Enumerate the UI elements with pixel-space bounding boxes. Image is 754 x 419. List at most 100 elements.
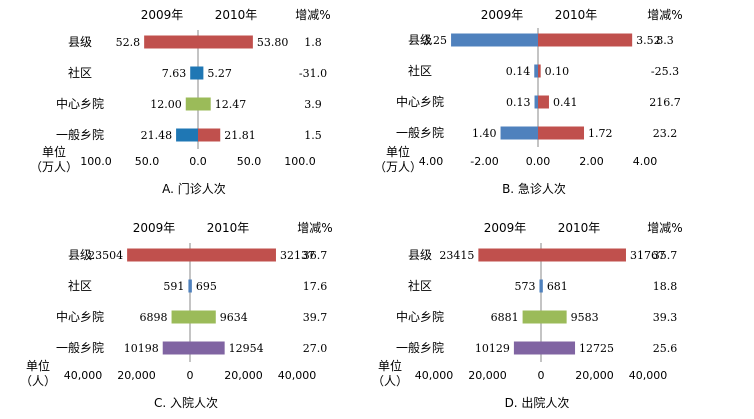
value-label-2009: 6898 (140, 311, 168, 324)
tick-label: 50.0 (237, 155, 262, 168)
tick-label: 20,000 (575, 369, 614, 382)
value-label-2010: 9583 (571, 311, 599, 324)
header-2009: 2009年 (141, 8, 184, 22)
value-label-2010: 32137 (280, 249, 315, 262)
value-label-2009: 23415 (439, 249, 474, 262)
category-label: 中心乡院 (396, 94, 444, 109)
bar-2010 (190, 248, 276, 262)
change-value: 23.2 (653, 127, 678, 140)
bar-2009 (534, 95, 538, 109)
bar-2010 (541, 248, 626, 262)
panel-title: A. 门诊人次 (162, 181, 226, 196)
category-label: 县级 (408, 33, 432, 47)
tick-label: 40,000 (415, 369, 454, 382)
value-label-2009: 21.48 (141, 129, 173, 142)
header-change: 增减% (295, 8, 330, 22)
value-label-2010: 12954 (229, 342, 264, 355)
bar-2010 (538, 126, 585, 140)
header-change: 增减% (647, 8, 682, 22)
tick-label: 40,000 (629, 369, 668, 382)
bar-2009 (185, 97, 198, 111)
category-label: 社区 (408, 278, 432, 293)
unit-label: 单位 (386, 144, 410, 159)
unit-label: 单位 (42, 144, 66, 159)
change-value: 25.6 (653, 342, 678, 355)
unit-label: 单位 (26, 358, 50, 373)
category-label: 社区 (68, 65, 92, 80)
bar-2010 (190, 279, 192, 293)
category-label: 县级 (408, 248, 432, 262)
bar-2010 (541, 279, 543, 293)
tick-label: 100.0 (80, 155, 112, 168)
unit-label-value: （人） (20, 374, 56, 388)
tick-label: 0.0 (189, 155, 207, 168)
tick-label: 20,000 (117, 369, 156, 382)
bar-2009 (522, 310, 541, 324)
value-label-2009: 10198 (124, 342, 159, 355)
value-label-2010: 3.52 (636, 34, 661, 47)
category-label: 社区 (408, 63, 432, 78)
value-label-2009: 0.13 (506, 96, 531, 109)
panel-title: C. 入院人次 (154, 396, 218, 410)
header-2010: 2010年 (207, 221, 250, 235)
value-label-2010: 695 (196, 280, 217, 293)
header-2009: 2009年 (481, 8, 524, 22)
value-label-2010: 12725 (579, 342, 614, 355)
bar-2010 (541, 341, 576, 355)
category-label: 县级 (68, 248, 92, 262)
category-label: 中心乡院 (56, 309, 104, 324)
bar-2009 (539, 279, 541, 293)
bar-2009 (188, 279, 190, 293)
unit-label-value: （人） (372, 374, 408, 388)
tick-label: 20,000 (468, 369, 507, 382)
change-value: 3.9 (304, 98, 322, 111)
value-label-2010: 9634 (220, 311, 248, 324)
value-label-2010: 5.27 (207, 67, 232, 80)
tick-label: 0 (187, 369, 194, 382)
bar-2010 (541, 310, 567, 324)
value-label-2010: 0.10 (545, 65, 570, 78)
category-label: 社区 (68, 278, 92, 293)
bar-2010 (198, 97, 211, 111)
unit-label-value: （万人） (374, 160, 422, 174)
value-label-2010: 31767 (630, 249, 665, 262)
change-value: 35.7 (653, 249, 678, 262)
category-label: 县级 (68, 35, 92, 49)
bar-2010 (190, 310, 216, 324)
bar-2009 (500, 126, 538, 140)
change-value: 17.6 (303, 280, 328, 293)
bar-2010 (198, 35, 253, 49)
value-label-2009: 23504 (88, 249, 123, 262)
unit-label: 单位 (378, 358, 402, 373)
tick-label: -2.00 (470, 155, 498, 168)
bar-2009 (127, 248, 190, 262)
category-label: 中心乡院 (396, 309, 444, 324)
value-label-2009: 3.25 (423, 34, 448, 47)
bar-2010 (538, 33, 633, 47)
value-label-2009: 573 (514, 280, 535, 293)
bar-2009 (534, 64, 538, 78)
panel-title: B. 急诊人次 (502, 181, 566, 196)
bar-2009 (171, 310, 190, 324)
bar-2009 (162, 341, 190, 355)
bar-2010 (198, 128, 221, 142)
bar-2009 (176, 128, 198, 142)
panel-title: D. 出院人次 (505, 396, 570, 410)
tick-label: 20,000 (224, 369, 263, 382)
bar-2010 (538, 95, 549, 109)
bar-2009 (451, 33, 538, 47)
category-label: 一般乡院 (56, 340, 104, 355)
change-value: 216.7 (649, 96, 681, 109)
category-label: 一般乡院 (56, 127, 104, 142)
category-label: 中心乡院 (56, 96, 104, 111)
value-label-2009: 1.40 (472, 127, 497, 140)
tick-label: 0.00 (526, 155, 551, 168)
tick-label: 40,000 (278, 369, 317, 382)
tick-label: 100.0 (284, 155, 316, 168)
category-label: 一般乡院 (396, 125, 444, 140)
change-value: -25.3 (651, 65, 679, 78)
category-label: 一般乡院 (396, 340, 444, 355)
value-label-2009: 10129 (475, 342, 510, 355)
